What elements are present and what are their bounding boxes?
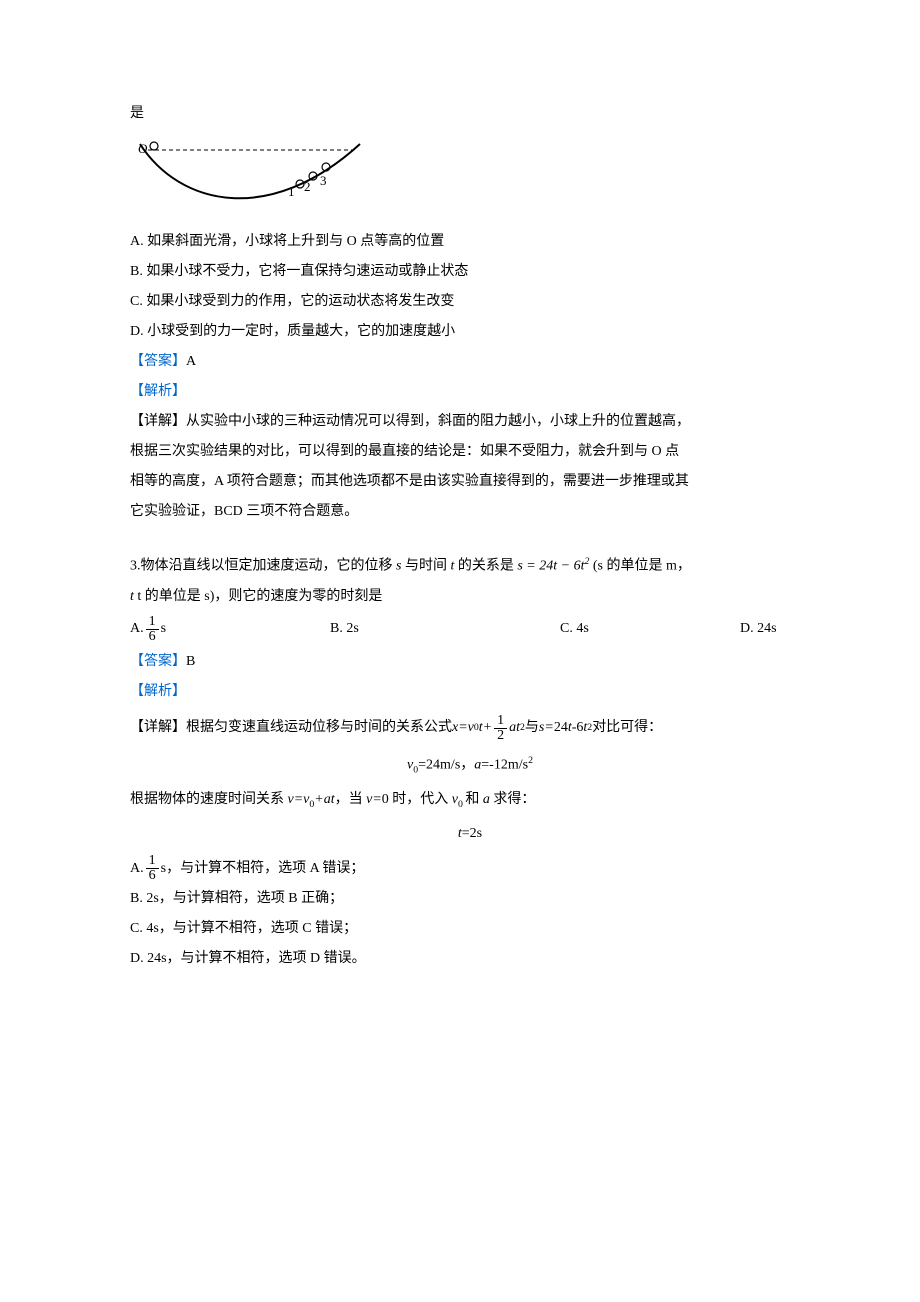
q2-detail-3: 相等的高度，A 项符合题意；而其他选项都不是由该实验直接得到的，需要进一步推理或… xyxy=(130,468,810,496)
q3-analysis-line: 【解析】 xyxy=(130,678,810,706)
q3-options-row: A. 16 s B. 2s C. 4s D. 24s xyxy=(130,615,810,644)
q3-stem-1: 3.物体沿直线以恒定加速度运动，它的位移 s 与时间 t 的关系是 s = 24… xyxy=(130,552,810,581)
q3-option-b: B. 2s xyxy=(330,615,560,643)
q3-option-a: A. 16 s xyxy=(130,615,330,644)
svg-text:O: O xyxy=(138,141,148,156)
q3-opt-d-analysis: D. 24s，与计算不相符，选项 D 错误。 xyxy=(130,945,810,973)
q3-opt-c-analysis: C. 4s，与计算不相符，选项 C 错误； xyxy=(130,915,810,943)
q2-option-a: A. 如果斜面光滑，小球将上升到与 O 点等高的位置 xyxy=(130,228,810,256)
q2-continuation: 是 xyxy=(130,100,810,128)
q2-detail-4: 它实验验证，BCD 三项不符合题意。 xyxy=(130,498,810,526)
svg-text:3: 3 xyxy=(320,173,327,188)
q2-detail-1: 【详解】从实验中小球的三种运动情况可以得到，斜面的阻力越小，小球上升的位置越高， xyxy=(130,408,810,436)
q2-answer: A xyxy=(186,354,196,369)
q2-diagram: O 123 xyxy=(130,136,810,216)
q3-stem-2: t t 的单位是 s)，则它的速度为零的时刻是 xyxy=(130,583,810,611)
q3-option-c: C. 4s xyxy=(560,615,740,643)
q2-analysis-label: 【解析】 xyxy=(130,384,186,399)
q3-opt-a-analysis: A. 16 s，与计算不相符，选项 A 错误； xyxy=(130,854,810,883)
q2-option-c: C. 如果小球受到力的作用，它的运动状态将发生改变 xyxy=(130,288,810,316)
q3-center-1: v0=24m/s，a=-12m/s2 xyxy=(130,751,810,780)
q3-option-d: D. 24s xyxy=(740,615,777,643)
q3-detail-2: 根据物体的速度时间关系 v=v0+at，当 v=0 时，代入 v0 和 a 求得… xyxy=(130,786,810,814)
q3-detail-1: 【详解】根据匀变速直线运动位移与时间的关系公式 x=v0t+12at2 与 s=… xyxy=(130,714,810,743)
q2-detail-label: 【详解】 xyxy=(130,414,186,429)
q2-option-d: D. 小球受到的力一定时，质量越大，它的加速度越小 xyxy=(130,318,810,346)
svg-text:1: 1 xyxy=(288,184,295,199)
q2-option-b: B. 如果小球不受力，它将一直保持匀速运动或静止状态 xyxy=(130,258,810,286)
q2-answer-label: 【答案】 xyxy=(130,354,186,369)
q3-opt-b-analysis: B. 2s，与计算相符，选项 B 正确； xyxy=(130,885,810,913)
q2-answer-line: 【答案】A xyxy=(130,348,810,376)
q3-answer-label: 【答案】 xyxy=(130,654,186,669)
q3-answer: B xyxy=(186,654,195,669)
q2-detail-2: 根据三次实验结果的对比，可以得到的最直接的结论是：如果不受阻力，就会升到与 O … xyxy=(130,438,810,466)
q3-answer-line: 【答案】B xyxy=(130,648,810,676)
q3-analysis-label: 【解析】 xyxy=(130,684,186,699)
incline-diagram: O 123 xyxy=(130,136,370,216)
q3-center-2: t=2s xyxy=(130,820,810,848)
svg-text:2: 2 xyxy=(304,179,311,194)
q2-analysis-line: 【解析】 xyxy=(130,378,810,406)
